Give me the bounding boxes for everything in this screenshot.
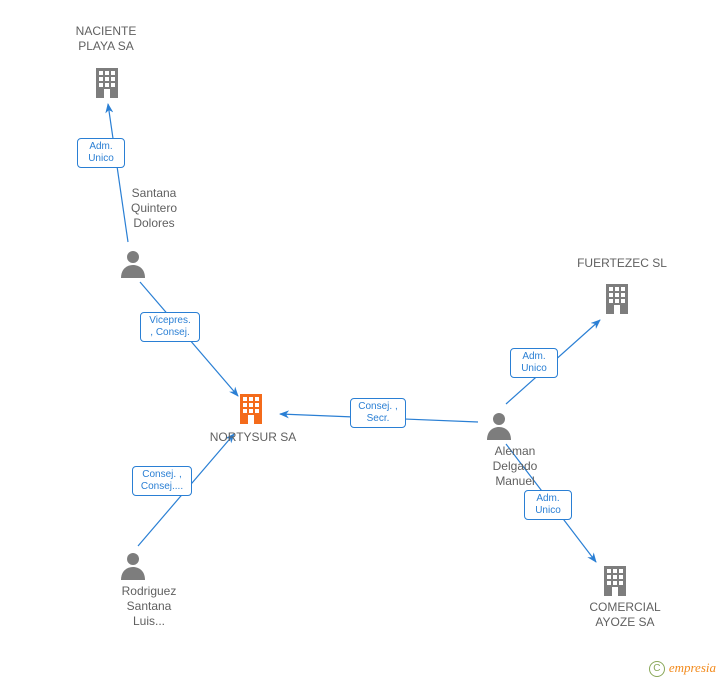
edge-label: Adm. Unico xyxy=(77,138,125,168)
building-icon xyxy=(600,282,634,316)
building-icon xyxy=(90,66,124,100)
node-label: COMERCIAL AYOZE SA xyxy=(570,600,680,630)
person-icon xyxy=(118,248,148,278)
edge-label: Consej. , Consej.... xyxy=(132,466,192,496)
person-icon xyxy=(484,410,514,440)
node-label: NACIENTE PLAYA SA xyxy=(66,24,146,54)
edge-label: Vicepres. , Consej. xyxy=(140,312,200,342)
node-label: Rodriguez Santana Luis... xyxy=(104,584,194,629)
node-label: NORTYSUR SA xyxy=(198,430,308,445)
edge-label: Adm. Unico xyxy=(524,490,572,520)
watermark: Cempresia xyxy=(649,660,716,677)
copyright-badge: C xyxy=(649,661,665,677)
edge-label: Adm. Unico xyxy=(510,348,558,378)
node-label: FUERTEZEC SL xyxy=(562,256,682,271)
building-icon xyxy=(598,564,632,598)
building-icon xyxy=(234,392,268,426)
edge-label: Consej. , Secr. xyxy=(350,398,406,428)
node-label: Santana Quintero Dolores xyxy=(114,186,194,231)
watermark-brand-rest: mpresia xyxy=(675,660,716,675)
person-icon xyxy=(118,550,148,580)
node-label: Aleman Delgado Manuel xyxy=(470,444,560,489)
